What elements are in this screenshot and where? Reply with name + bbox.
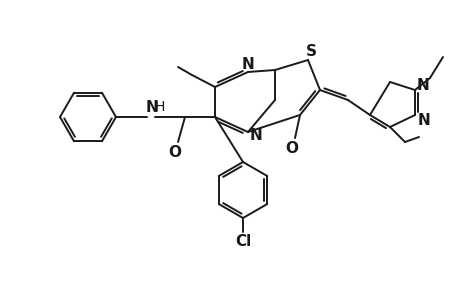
- Text: N: N: [416, 77, 428, 92]
- Text: H: H: [155, 100, 165, 114]
- Text: O: O: [168, 145, 181, 160]
- Text: Cl: Cl: [235, 233, 251, 248]
- Text: S: S: [305, 44, 316, 59]
- Text: N: N: [241, 56, 254, 71]
- Text: N: N: [146, 100, 158, 115]
- Text: N: N: [249, 128, 262, 142]
- Text: O: O: [285, 140, 298, 155]
- Text: N: N: [417, 112, 430, 128]
